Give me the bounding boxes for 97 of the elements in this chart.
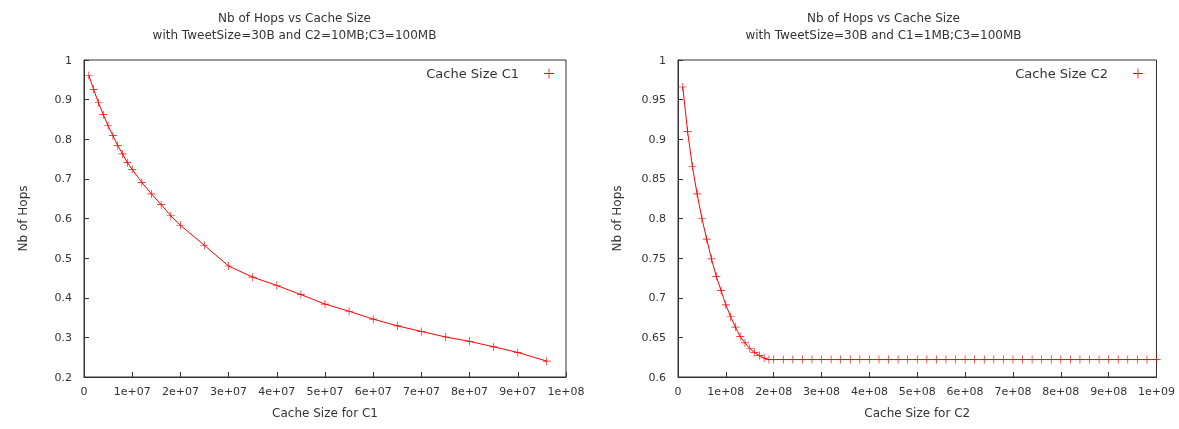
y-tick-label: 0.9: [54, 93, 72, 107]
x-tick-label: 1e+07: [113, 385, 151, 398]
point: [1018, 355, 1027, 364]
y-tick-label: 0.8: [648, 212, 666, 225]
point: [89, 85, 98, 94]
point: [113, 141, 122, 150]
chart-subtitle: with TweetSize=30B and C1=1MB;C3=100MB: [745, 28, 1022, 42]
point: [513, 348, 522, 357]
x-tick-label: 5e+07: [306, 385, 344, 398]
point: [1066, 355, 1075, 364]
point: [951, 355, 960, 364]
point: [989, 355, 998, 364]
point: [798, 355, 807, 364]
x-tick-label: 7e+07: [402, 385, 440, 398]
x-tick-label: 3e+08: [803, 385, 841, 398]
point: [980, 355, 989, 364]
point: [779, 355, 788, 364]
y-tick-label: 0.7: [54, 172, 72, 186]
legend-label: Cache Size C1: [426, 66, 519, 81]
point: [200, 241, 209, 250]
x-tick-label: 9e+07: [499, 385, 537, 398]
point: [1037, 355, 1046, 364]
y-axis-title: Nb of Hops: [16, 185, 30, 252]
point: [913, 355, 922, 364]
x-tick-label: 4e+07: [258, 385, 296, 398]
point: [712, 272, 721, 281]
x-tick-label: 1e+08: [707, 385, 745, 398]
y-tick-label: 0.4: [54, 291, 72, 305]
point: [166, 211, 175, 220]
y-tick-label: 0.8: [54, 132, 72, 146]
y-tick-label: 0.85: [641, 172, 666, 186]
y-tick-label: 0.65: [641, 330, 666, 344]
point: [417, 327, 426, 336]
y-tick-label: 0.95: [641, 93, 666, 107]
x-tick-label: 9e+08: [1090, 385, 1128, 398]
point: [683, 127, 692, 136]
x-tick-label: 0: [80, 385, 88, 398]
x-tick-label: 3e+07: [210, 385, 248, 398]
y-tick-label: 1: [65, 53, 72, 67]
x-tick-label: 8e+07: [451, 385, 489, 398]
y-tick-label: 0.2: [54, 370, 72, 384]
x-tick-label: 1e+08: [547, 385, 585, 398]
point: [99, 110, 108, 119]
x-tick-label: 6e+07: [354, 385, 392, 398]
point: [865, 355, 874, 364]
point: [999, 355, 1008, 364]
y-tick-label: 0.6: [54, 212, 72, 225]
x-tick-label: 1e+09: [1138, 385, 1175, 398]
x-tick-label: 4e+08: [850, 385, 888, 398]
point: [745, 344, 754, 353]
x-axis-title: Cache Size for C1: [272, 406, 378, 420]
chart-subtitle: with TweetSize=30B and C2=10MB;C3=100MB: [152, 28, 437, 42]
point: [750, 348, 759, 357]
point: [884, 355, 893, 364]
point: [1056, 355, 1065, 364]
point: [272, 281, 281, 290]
y-tick-label: 0.6: [648, 370, 666, 384]
point: [836, 355, 845, 364]
x-tick-label: 0: [674, 385, 682, 398]
x-tick-label: 2e+08: [755, 385, 793, 398]
point: [903, 355, 912, 364]
point: [128, 165, 137, 174]
y-tick-label: 0.5: [54, 251, 72, 265]
y-axis-title: Nb of Hops: [610, 185, 624, 252]
y-tick-label: 0.9: [648, 132, 666, 146]
x-tick-label: 5e+08: [898, 385, 936, 398]
x-tick-label: 7e+08: [994, 385, 1032, 398]
point: [846, 355, 855, 364]
y-tick-label: 1: [659, 53, 666, 67]
chart-title: Nb of Hops vs Cache Size: [218, 11, 371, 25]
point: [123, 158, 132, 167]
point: [1047, 355, 1056, 364]
y-tick-label: 0.75: [641, 251, 666, 265]
point: [726, 312, 735, 321]
point: [1104, 355, 1113, 364]
y-tick-label: 0.7: [648, 291, 666, 305]
point: [688, 162, 697, 171]
point: [932, 355, 941, 364]
point: [1123, 355, 1132, 364]
point: [755, 351, 764, 360]
point: [1152, 355, 1161, 364]
point: [176, 221, 185, 230]
y-tick-label: 0.3: [54, 330, 72, 344]
point: [736, 332, 745, 341]
x-tick-label: 2e+07: [161, 385, 199, 398]
point: [1114, 355, 1123, 364]
point: [94, 98, 103, 107]
x-tick-label: 8e+08: [1042, 385, 1080, 398]
legend-label: Cache Size C2: [1015, 66, 1108, 81]
x-axis-title: Cache Size for C2: [864, 406, 971, 420]
point: [1133, 355, 1142, 364]
point: [970, 355, 979, 364]
point: [817, 355, 826, 364]
point: [465, 337, 474, 346]
x-tick-label: 6e+08: [946, 385, 984, 398]
chart-title: Nb of Hops vs Cache Size: [807, 11, 960, 25]
point: [1085, 355, 1094, 364]
